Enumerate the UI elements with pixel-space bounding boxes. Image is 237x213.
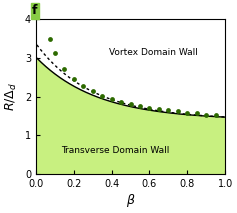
- Point: [148, 106, 151, 109]
- Point: [100, 94, 104, 97]
- Point: [91, 90, 95, 93]
- Text: Transverse Domain Wall: Transverse Domain Wall: [61, 147, 170, 155]
- Point: [110, 97, 114, 100]
- X-axis label: $\beta$: $\beta$: [126, 192, 135, 209]
- Point: [53, 52, 57, 55]
- Point: [119, 100, 123, 104]
- Point: [186, 111, 189, 114]
- Text: f: f: [32, 4, 38, 17]
- Point: [138, 104, 142, 108]
- Point: [167, 109, 170, 112]
- Point: [129, 102, 132, 106]
- Y-axis label: $R/\Delta_d$: $R/\Delta_d$: [4, 82, 19, 111]
- Point: [48, 38, 52, 41]
- Point: [62, 67, 66, 71]
- Point: [204, 113, 208, 116]
- Point: [214, 114, 218, 117]
- Point: [157, 107, 161, 111]
- Point: [195, 112, 199, 115]
- Point: [176, 110, 180, 113]
- Point: [72, 78, 76, 81]
- Point: [81, 84, 85, 88]
- Text: Vortex Domain Wall: Vortex Domain Wall: [109, 48, 198, 57]
